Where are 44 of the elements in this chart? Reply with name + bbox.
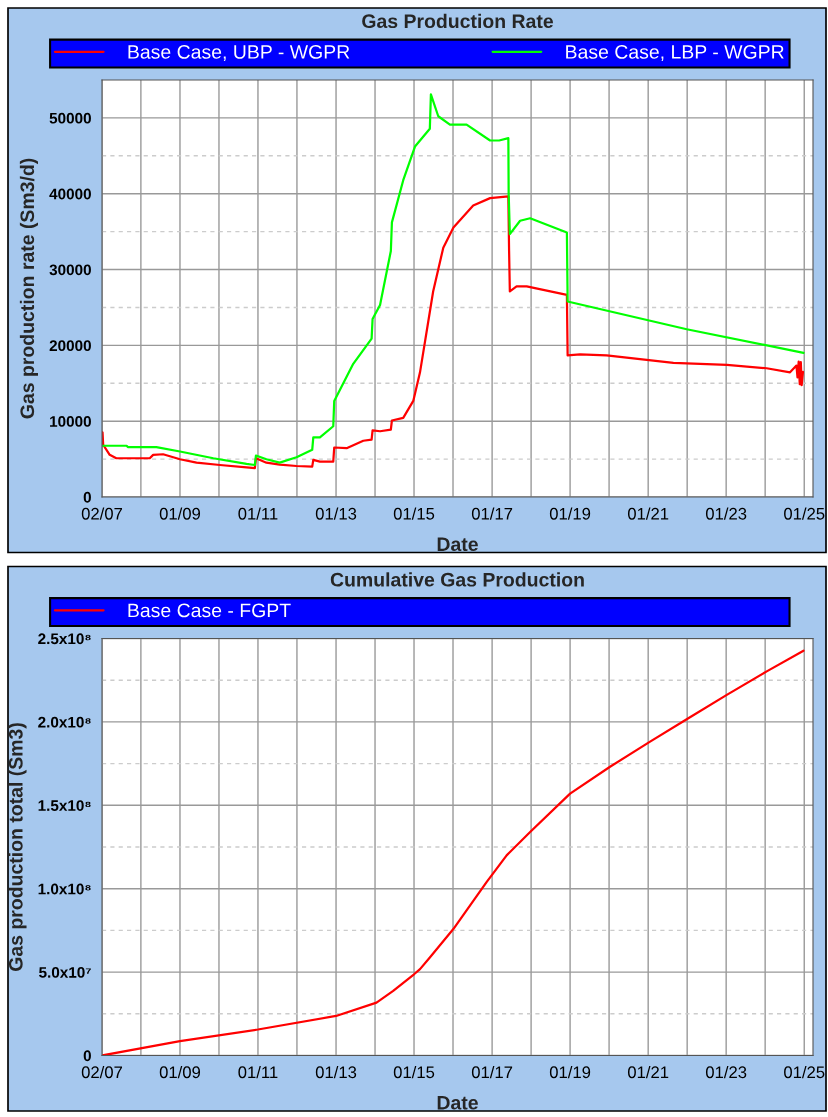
x-tick-label: 01/11 <box>238 1065 278 1079</box>
y-tick-label: 5.0x10⁷ <box>39 966 91 978</box>
y-tick-label: 2.5x10⁸ <box>38 633 91 645</box>
y-tick-label: 0 <box>83 491 91 503</box>
x-tick-label: 01/17 <box>471 507 513 520</box>
x-tick-label: 01/19 <box>549 507 591 520</box>
y-tick-label: 1.0x10⁸ <box>38 883 91 895</box>
line-series <box>102 195 805 470</box>
x-tick-label: 01/13 <box>315 507 357 520</box>
x-tick-label: 01/23 <box>705 507 747 520</box>
x-tick-label: 01/21 <box>627 1065 669 1079</box>
legend-label: Base Case, LBP - WGPR <box>566 45 784 62</box>
x-tick-label: 01/15 <box>393 507 435 520</box>
x-tick-label: 01/09 <box>159 507 201 520</box>
x-tick-label: 01/19 <box>549 1065 591 1079</box>
x-tick-label: 02/07 <box>81 1065 123 1079</box>
y-tick-label: 20000 <box>49 340 91 352</box>
legend-label: Base Case - FGPT <box>128 603 291 618</box>
chart-title: Cumulative Gas Production <box>330 572 584 587</box>
x-tick-label: 01/21 <box>627 507 669 520</box>
legend-label: Base Case, UBP - WGPR <box>128 45 350 62</box>
x-tick-label: 02/07 <box>81 507 123 520</box>
x-axis-title: Date <box>437 537 478 552</box>
x-tick-label: 01/25 <box>784 1065 825 1079</box>
y-axis-title: Gas production rate (Sm3/d) <box>19 158 38 419</box>
x-tick-label: 01/11 <box>238 507 278 520</box>
y-axis-title: Gas production total (Sm3) <box>8 723 27 971</box>
x-tick-label: 01/17 <box>471 1065 513 1079</box>
y-tick-label: 0 <box>83 1050 91 1062</box>
x-axis-title: Date <box>437 1096 478 1110</box>
x-tick-label: 01/09 <box>159 1065 201 1079</box>
y-tick-label: 1.5x10⁸ <box>38 800 91 811</box>
line-series <box>102 649 805 1056</box>
x-tick-label: 01/23 <box>705 1065 747 1079</box>
y-tick-label: 40000 <box>49 188 91 200</box>
y-tick-label: 30000 <box>49 264 91 276</box>
y-tick-label: 50000 <box>49 112 91 124</box>
y-tick-label: 10000 <box>50 416 91 427</box>
chart-title: Gas Production Rate <box>362 13 553 29</box>
line-series <box>102 93 805 467</box>
x-tick-label: 01/25 <box>784 507 825 520</box>
x-tick-label: 01/15 <box>393 1065 435 1079</box>
y-tick-label: 2.0x10⁸ <box>38 716 91 728</box>
x-tick-label: 01/13 <box>315 1065 357 1079</box>
